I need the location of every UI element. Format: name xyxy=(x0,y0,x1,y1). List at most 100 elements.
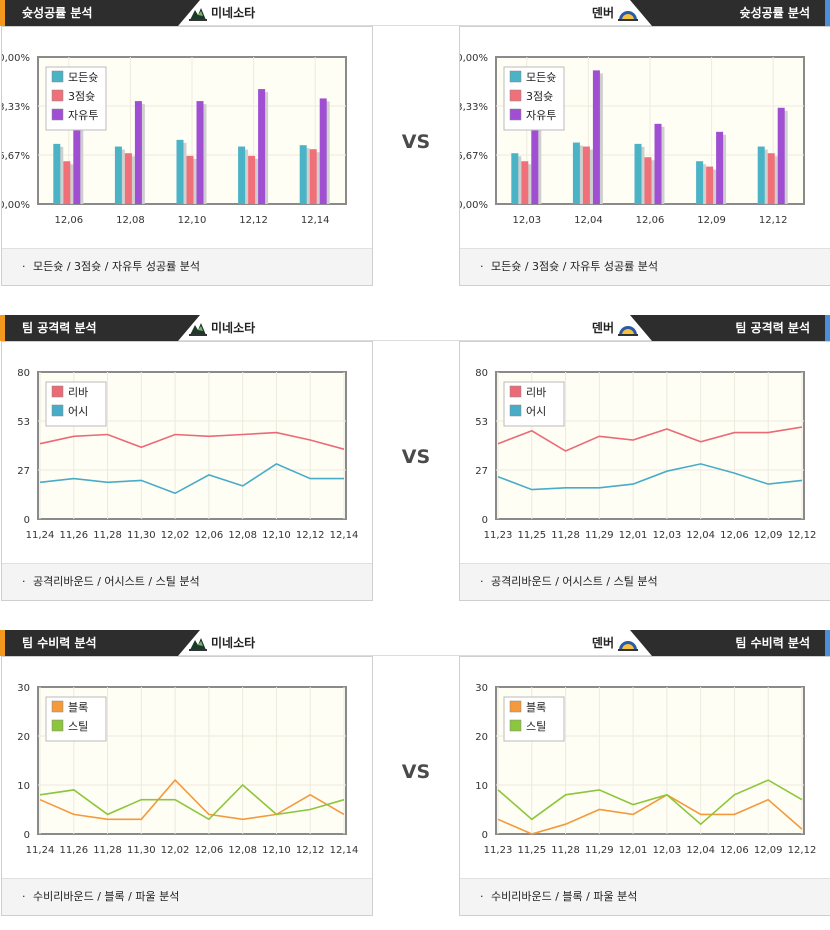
header-divider xyxy=(415,25,652,26)
header-divider xyxy=(178,340,415,341)
chart-caption: · 모든슛 / 3점슛 / 자유투 성공률 분석 xyxy=(2,248,372,285)
y-tick-label: 110,00% xyxy=(460,53,488,64)
chart: 110,00% 73,33% 36,67% 0,00% 12,06 12,08 12,10 1… xyxy=(2,53,347,226)
x-tick-label: 11,23 xyxy=(484,845,513,856)
bar xyxy=(777,107,785,204)
legend-box xyxy=(503,381,565,427)
x-tick-label: 12,08 xyxy=(228,845,257,856)
x-tick-label: 12,12 xyxy=(296,845,325,856)
accent-bar xyxy=(825,0,830,26)
x-tick-label: 12,03 xyxy=(653,845,682,856)
accent-bar xyxy=(0,315,5,341)
x-tick-label: 12,06 xyxy=(54,215,83,226)
nuggets-logo-icon xyxy=(618,325,638,336)
legend-label: 블록 xyxy=(526,701,546,714)
team-name: 덴버 xyxy=(591,6,614,20)
right-section-header: 팀 공격력 분석 덴버 xyxy=(415,315,830,341)
y-tick-label: 27 xyxy=(17,466,30,477)
legend-swatch xyxy=(51,719,64,732)
section-title-tab: 슛성공률 분석 xyxy=(630,0,830,26)
team-name: 미네소타 xyxy=(211,321,256,335)
chart-caption: · 수비리바운드 / 블록 / 파울 분석 xyxy=(2,878,372,915)
legend-label: 모든슛 xyxy=(526,71,556,84)
y-tick-label: 20 xyxy=(17,732,30,743)
y-tick-label: 73,33% xyxy=(2,102,30,113)
right-section-header: 슛성공률 분석 덴버 xyxy=(415,0,830,26)
section-title: 팀 공격력 분석 xyxy=(22,321,97,335)
section-title: 팀 수비력 분석 xyxy=(22,636,97,650)
legend-swatch xyxy=(509,108,522,121)
header-divider xyxy=(415,340,652,341)
bar xyxy=(238,146,246,204)
team-name: 덴버 xyxy=(591,636,614,650)
header-divider xyxy=(415,655,652,656)
legend-swatch xyxy=(51,89,64,102)
nuggets-logo-icon xyxy=(618,10,638,21)
x-tick-label: 12,08 xyxy=(116,215,145,226)
accent-bar xyxy=(0,0,5,26)
series-line xyxy=(497,463,803,491)
team-name: 미네소타 xyxy=(211,636,256,650)
x-tick-label: 12,06 xyxy=(195,530,224,541)
x-tick-label: 12,12 xyxy=(788,530,817,541)
timberwolves-logo-icon xyxy=(189,7,207,21)
x-tick-label: 12,12 xyxy=(788,845,817,856)
timberwolves-logo-icon xyxy=(189,637,207,651)
accent-bar xyxy=(0,630,5,656)
bar xyxy=(248,155,256,204)
x-tick-label: 12,14 xyxy=(301,215,330,226)
y-tick-label: 36,67% xyxy=(460,151,488,162)
x-tick-label: 12,02 xyxy=(161,845,190,856)
legend-label: 리바 xyxy=(68,386,88,399)
bar xyxy=(592,70,600,204)
left-section-header: 슛성공률 분석 미네소타 xyxy=(0,0,415,26)
chart-caption: · 공격리바운드 / 어시스트 / 스틸 분석 xyxy=(460,563,830,600)
legend-swatch xyxy=(509,89,522,102)
legend-label: 자유투 xyxy=(68,109,98,122)
x-tick-label: 12,06 xyxy=(720,845,749,856)
x-tick-label: 12,09 xyxy=(754,530,783,541)
x-tick-label: 12,03 xyxy=(653,530,682,541)
left-chart-panel: 110,00% 73,33% 36,67% 0,00% 12,06 12,08 12,10 1… xyxy=(1,26,373,286)
bar xyxy=(319,98,327,204)
caption-text: 수비리바운드 / 블록 / 파울 분석 xyxy=(33,890,180,903)
x-tick-label: 11,28 xyxy=(93,530,122,541)
y-tick-label: 80 xyxy=(475,368,488,379)
right-section-header: 팀 수비력 분석 덴버 xyxy=(415,630,830,656)
section-title-tab: 팀 공격력 분석 xyxy=(0,315,200,341)
bullet-icon: · xyxy=(22,260,29,273)
x-tick-label: 12,14 xyxy=(330,845,359,856)
x-tick-label: 11,28 xyxy=(93,845,122,856)
bar xyxy=(73,118,81,204)
y-tick-label: 0 xyxy=(482,830,488,841)
team-label: 덴버 xyxy=(592,630,642,656)
x-tick-label: 11,25 xyxy=(517,530,546,541)
caption-text: 공격리바운드 / 어시스트 / 스틸 분석 xyxy=(491,575,658,588)
legend-swatch xyxy=(509,70,522,83)
series-line xyxy=(39,431,345,450)
bar xyxy=(634,143,642,204)
right-chart-panel: 110,00% 73,33% 36,67% 0,00% 12,03 12,04 12,06 1… xyxy=(459,26,830,286)
legend-swatch xyxy=(509,719,522,732)
y-tick-label: 80 xyxy=(17,368,30,379)
y-tick-label: 10 xyxy=(475,781,488,792)
caption-text: 공격리바운드 / 어시스트 / 스틸 분석 xyxy=(33,575,200,588)
section-title: 팀 공격력 분석 xyxy=(735,321,810,335)
legend-label: 스틸 xyxy=(526,720,546,733)
legend-label: 블록 xyxy=(68,701,88,714)
chart-caption: · 수비리바운드 / 블록 / 파울 분석 xyxy=(460,878,830,915)
x-tick-label: 12,14 xyxy=(330,530,359,541)
header-divider xyxy=(178,25,415,26)
team-label: 미네소타 xyxy=(185,0,255,26)
right-chart-panel: 80 53 27 0 11,23 11,25 11,28 11,29 12,01 12,03 12,… xyxy=(459,341,830,601)
chart-caption: · 공격리바운드 / 어시스트 / 스틸 분석 xyxy=(2,563,372,600)
bar xyxy=(644,157,652,204)
team-label: 미네소타 xyxy=(185,630,255,656)
legend-swatch xyxy=(51,385,64,398)
series-line xyxy=(39,783,345,821)
x-tick-label: 11,24 xyxy=(26,845,55,856)
legend-label: 3점슛 xyxy=(526,90,553,103)
left-chart-panel: 80 53 27 0 11,24 11,26 11,28 11,30 12,02 12,06 12,… xyxy=(1,341,373,601)
x-tick-label: 12,04 xyxy=(686,530,715,541)
bar xyxy=(582,146,590,204)
